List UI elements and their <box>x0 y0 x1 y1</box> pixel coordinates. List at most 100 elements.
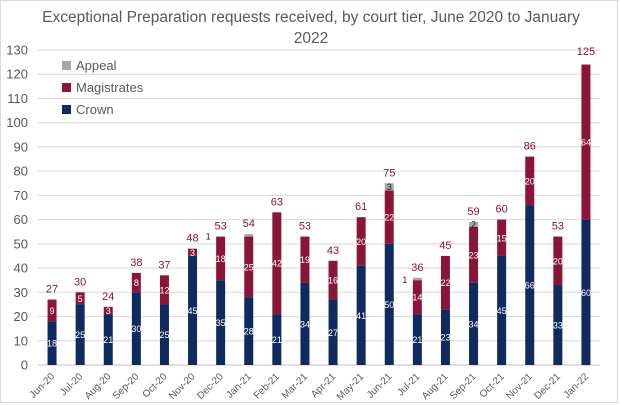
data-label-total: 45 <box>439 240 451 252</box>
data-label-crown: 27 <box>328 328 338 338</box>
bar-crown <box>440 309 450 365</box>
data-label-appeal: 1 <box>206 232 211 242</box>
data-label-crown: 66 <box>525 281 535 291</box>
x-tick-label: Nov-21 <box>504 371 535 402</box>
x-tick-label: Oct-21 <box>478 371 507 400</box>
data-label-crown: 50 <box>384 300 394 310</box>
bar-appeal <box>412 277 422 281</box>
data-label-appeal: 1 <box>402 275 407 285</box>
legend-appeal-label: Appeal <box>76 58 117 73</box>
data-label-total: 53 <box>299 221 311 233</box>
x-tick-label: May-21 <box>335 371 367 403</box>
data-label-total: 125 <box>577 46 595 58</box>
bar-magistrates <box>384 190 394 244</box>
bar-appeal <box>469 222 479 227</box>
data-label-total: 59 <box>467 206 479 218</box>
data-label-crown: 35 <box>216 318 226 328</box>
bar-crown <box>131 292 141 365</box>
bar-magistrates <box>328 260 338 300</box>
data-label-total: 53 <box>215 221 227 233</box>
bar-crown <box>356 265 366 365</box>
data-label-magistrates: 20 <box>525 176 535 186</box>
data-label-crown: 23 <box>440 333 450 343</box>
bar-crown <box>581 219 591 365</box>
bar-appeal <box>384 183 394 191</box>
x-tick-label: Aug-20 <box>83 371 114 402</box>
data-label-total: 54 <box>243 218 255 230</box>
data-label-total: 36 <box>411 262 423 274</box>
data-label-total: 60 <box>496 204 508 216</box>
data-label-total: 63 <box>271 196 283 208</box>
bar-crown <box>75 304 85 365</box>
y-tick-label: 60 <box>14 212 28 227</box>
x-tick-label: Jan-21 <box>224 371 254 401</box>
y-tick-label: 40 <box>14 261 28 276</box>
bar-magistrates <box>412 280 422 315</box>
y-tick-label: 130 <box>6 43 28 58</box>
data-label-total: 24 <box>102 291 114 303</box>
data-label-magistrates: 5 <box>78 294 83 304</box>
y-tick-label: 0 <box>21 358 28 373</box>
y-tick-label: 110 <box>7 91 28 106</box>
bar-magistrates <box>75 292 85 305</box>
bar-magistrates <box>244 236 254 298</box>
bar-magistrates <box>272 212 282 315</box>
x-tick-label: Jul-20 <box>58 371 85 398</box>
bar-magistrates <box>469 226 479 283</box>
legend-crown-label: Crown <box>76 102 114 117</box>
data-label-magistrates: 15 <box>497 233 507 243</box>
bar-crown <box>216 280 226 365</box>
data-label-total: 86 <box>524 141 536 153</box>
data-label-magistrates: 8 <box>134 278 139 288</box>
legend-magistrates-label: Magistrates <box>76 80 144 95</box>
data-label-magistrates: 18 <box>216 254 226 264</box>
legend-appeal-swatch <box>62 61 71 70</box>
bar-crown <box>328 299 338 365</box>
data-label-total: 27 <box>46 284 58 296</box>
data-label-crown: 41 <box>356 311 366 321</box>
data-label-crown: 34 <box>469 319 479 329</box>
x-tick-label: Dec-21 <box>532 371 563 402</box>
x-tick-label: Jun-21 <box>365 371 395 401</box>
data-label-crown: 21 <box>412 335 422 345</box>
data-label-crown: 30 <box>131 324 141 334</box>
x-tick-label: Apr-21 <box>309 371 338 400</box>
data-label-crown: 25 <box>75 330 85 340</box>
data-label-appeal: 2 <box>471 219 476 229</box>
data-label-crown: 34 <box>300 319 310 329</box>
data-label-crown: 21 <box>272 335 282 345</box>
data-label-total: 61 <box>355 201 367 213</box>
bar-magistrates <box>581 64 591 220</box>
x-tick-label: Mar-21 <box>280 371 310 401</box>
data-label-magistrates: 9 <box>50 306 55 316</box>
data-label-appeal: 3 <box>387 182 392 192</box>
bar-magistrates <box>525 156 535 206</box>
legend-magistrates-swatch <box>62 83 71 92</box>
data-label-magistrates: 3 <box>106 306 111 316</box>
bar-magistrates <box>159 275 169 305</box>
bar-crown <box>525 205 535 365</box>
y-tick-label: 100 <box>6 115 28 130</box>
x-tick-label: Sep-20 <box>111 371 142 402</box>
bar-crown <box>553 285 563 365</box>
bar-crown <box>47 321 57 365</box>
data-label-crown: 45 <box>188 306 198 316</box>
data-label-total: 53 <box>552 221 564 233</box>
bar-crown <box>188 255 198 365</box>
y-tick-label: 70 <box>14 188 28 203</box>
data-label-magistrates: 25 <box>244 262 254 272</box>
data-label-magistrates: 12 <box>159 285 169 295</box>
bar-crown <box>300 282 310 365</box>
bar-crown <box>272 314 282 365</box>
data-label-magistrates: 22 <box>440 278 450 288</box>
chart-title: Exceptional Preparation requests receive… <box>42 9 580 47</box>
data-label-magistrates: 14 <box>412 293 422 303</box>
data-label-crown: 25 <box>159 330 169 340</box>
bar-magistrates <box>553 236 563 286</box>
data-label-crown: 45 <box>497 306 507 316</box>
bar-crown <box>469 282 479 365</box>
data-label-magistrates: 19 <box>300 255 310 265</box>
data-label-total: 75 <box>383 167 395 179</box>
x-tick-label: Nov-20 <box>167 371 198 402</box>
